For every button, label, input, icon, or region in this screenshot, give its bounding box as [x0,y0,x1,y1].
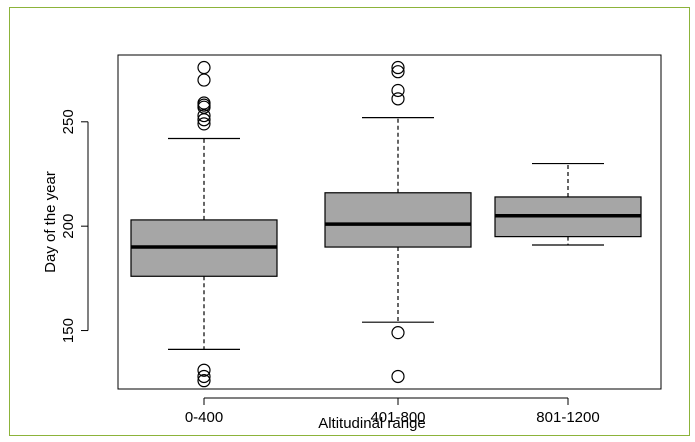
y-axis: 150 200 250 [60,109,89,343]
y-tick-label-250: 250 [60,109,77,134]
outlier-point-1 [391,65,405,79]
outlier-point-9 [197,369,211,384]
outlier-point-10 [197,374,211,388]
outlier-point-2 [391,83,405,98]
outlier-point-6 [197,113,211,127]
outlier-point-4 [391,326,405,340]
x-tick-label-801-1200: 801-1200 [536,409,599,426]
y-tick-label-150: 150 [60,318,77,343]
outlier-point-5 [391,369,405,384]
boxes [130,60,642,388]
outlier-point-5 [197,108,211,123]
x-axis-title: Altitudinal range [318,415,426,432]
outlier-point-8 [197,363,211,377]
x-axis: 0-400 401-800 801-1200 [185,397,600,426]
outlier-point-3 [391,92,405,106]
box-group-801-1200 [494,162,642,246]
x-tick-label-401-800: 401-800 [370,409,425,426]
y-axis-title: Day of the year [42,171,59,273]
box-group-0-400 [130,60,278,388]
y-tick-label-200: 200 [60,214,77,239]
plot-area [117,54,662,390]
box-group-401-800 [324,60,472,384]
outlier-point-0 [391,60,405,75]
outlier-point-0 [197,60,211,75]
outlier-point-1 [197,73,211,87]
x-tick-label-0-400: 0-400 [185,409,223,426]
iqr-box [324,192,472,248]
outlier-point-7 [197,117,211,131]
